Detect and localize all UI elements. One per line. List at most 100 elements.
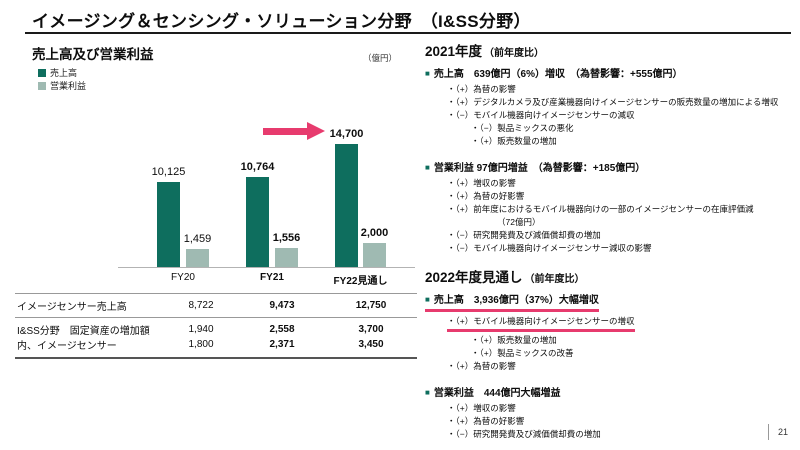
bullet-inner: ・（−）製品ミックスの悪化	[471, 123, 573, 133]
bullet-item: ・（+）為替の影響	[447, 83, 797, 96]
bullet-text: 営業利益 444億円大幅増益	[433, 388, 561, 399]
bar-value-label: 14,700	[329, 128, 364, 140]
bullet-item: ・（+）増収の影響	[447, 177, 797, 190]
bullet-text: ・（+）デジタルカメラ及び産業機器向けイメージセンサーの販売数量の増加による増収	[447, 97, 779, 107]
bullet-item: ・（−）モバイル機器向けイメージセンサー減収の影響	[447, 242, 797, 255]
bar-value-label: 1,556	[272, 232, 301, 244]
bullet-text: ・（−）製品ミックスの悪化	[471, 123, 574, 133]
section-qualifier: （前年度比）	[484, 48, 545, 59]
bar-value-label: 1,459	[183, 233, 212, 245]
square-bullet-icon: ■	[425, 388, 430, 397]
cell-value: 8,722	[188, 300, 214, 311]
bar-value-label: 2,000	[360, 227, 389, 239]
arrow-head	[307, 122, 325, 140]
bullet-item: ■ 営業利益 97億円増益 （為替影響：+185億円）	[425, 161, 797, 176]
legend-item: 営業利益	[38, 79, 86, 92]
bullet-inner: ・（+）増収の影響	[447, 178, 516, 188]
bullet-inner: ■ 営業利益 97億円増益 （為替影響：+185億円）	[425, 163, 645, 174]
bullet-item: ・（+）為替の好影響	[447, 190, 797, 203]
bullet-inner: ・（+）為替の好影響	[447, 416, 524, 426]
row-label: I&SS分野 固定資産の増加額	[17, 326, 150, 337]
bullet-text: ・（+）販売数量の増加	[471, 335, 557, 345]
x-axis-label: FY20	[171, 272, 195, 283]
bullet-text: ・（+）前年度におけるモバイル機器向けの一部のイメージセンサーの在庫評価減	[447, 204, 754, 214]
bullet-inner: ■ 営業利益 444億円大幅増益	[425, 388, 561, 399]
bullet-inner: ・（+）為替の影響	[447, 361, 516, 371]
table-row: 内、イメージセンサー 1,800 2,371 3,450	[15, 337, 417, 359]
bullet-text: ・（+）為替の影響	[447, 361, 516, 371]
bullet-item: ・（−）製品ミックスの悪化	[471, 122, 797, 135]
bullet-inner: ・（+）製品ミックスの改善	[471, 348, 573, 358]
row-label: 内、イメージセンサー	[17, 341, 117, 352]
title-divider	[25, 32, 791, 34]
highlight-arrow-icon	[263, 122, 326, 141]
section-heading: 2022年度見通し （前年度比）	[425, 270, 797, 288]
section-qualifier: （前年度比）	[524, 274, 585, 285]
cell-value: 2,371	[269, 339, 295, 350]
bullet-text: ・（+）増収の影響	[447, 403, 516, 413]
bullet-inner: ・（+）販売数量の増加	[471, 335, 557, 345]
cell-value: 3,450	[358, 339, 384, 350]
bullet-item: ・（+）デジタルカメラ及び産業機器向けイメージセンサーの販売数量の増加による増収	[447, 96, 797, 109]
bullet-item: ・（+）モバイル機器向けイメージセンサーの増収	[447, 315, 797, 334]
bullet-text: ・（+）為替の好影響	[447, 416, 525, 426]
page-number: 21	[767, 424, 788, 440]
legend-item: 売上高	[38, 66, 86, 79]
square-bullet-icon: ■	[425, 163, 430, 172]
legend-label: 営業利益	[50, 81, 87, 91]
bullet-item: ■ 営業利益 444億円大幅増益	[425, 386, 797, 401]
cell-value: 3,700	[358, 324, 384, 335]
legend-swatch-icon	[38, 81, 46, 90]
bullet-item: ・（−）研究開発費及び減価償却費の増加	[447, 229, 797, 242]
section-year: 2021年度	[425, 44, 483, 59]
bullet-item: ・（+）製品ミックスの改善	[471, 347, 797, 360]
bullet-inner: ・（+）為替の好影響	[447, 191, 524, 201]
bullet-text: ・（−）モバイル機器向けイメージセンサー減収の影響	[447, 243, 652, 253]
chart-heading: 売上高及び営業利益	[32, 47, 154, 62]
bullet-item: ・（+）販売数量の増加	[471, 334, 797, 347]
square-bullet-icon: ■	[425, 69, 430, 78]
cell-value: 2,558	[269, 324, 295, 335]
unit-label: （億円）	[362, 53, 397, 63]
bullet-text: ・（+）製品ミックスの改善	[471, 348, 574, 358]
bullet-item: ・（+）為替の好影響	[447, 415, 797, 428]
bullet-item: （72億円）	[497, 216, 797, 229]
arrow-shaft	[263, 128, 308, 135]
bullet-text: ・（+）モバイル機器向けイメージセンサーの増収	[447, 316, 635, 326]
x-axis-label: FY22見通し	[333, 276, 388, 287]
chart-legend: 売上高 営業利益	[38, 66, 86, 92]
table-row: I&SS分野 固定資産の増加額 1,940 2,558 3,700	[15, 318, 417, 337]
bar-sales-FY20	[157, 182, 180, 267]
bullet-inner: ・（+）モバイル機器向けイメージセンサーの増収	[447, 315, 635, 332]
row-label: イメージセンサー売上高	[17, 302, 127, 313]
legend-swatch-icon	[38, 68, 46, 77]
page-title: イメージング＆センシング・ソリューション分野 （I&SS分野）	[32, 12, 531, 31]
bullet-item: ■ 売上高 3,936億円（37%）大幅増収	[425, 293, 797, 314]
bullet-inner: ・（−）モバイル機器向けイメージセンサー減収の影響	[447, 243, 652, 253]
bullet-text: （72億円）	[497, 217, 541, 227]
bar-profit-FY21	[275, 248, 298, 267]
bar-value-label: 10,125	[151, 166, 186, 178]
bullet-text: ・（+）為替の影響	[447, 84, 516, 94]
cell-value: 9,473	[269, 300, 295, 311]
bullet-inner: （72億円）	[497, 217, 540, 227]
bullet-text: ・（−）研究開発費及び減価償却費の増加	[447, 230, 601, 240]
bullet-text: 売上高 639億円（6%）増収 （為替影響：+555億円）	[433, 69, 683, 80]
bar-profit-FY22見通し	[363, 243, 386, 267]
cell-value: 1,800	[188, 339, 214, 350]
bullet-text: 売上高 3,936億円（37%）大幅増収	[433, 295, 599, 306]
bullet-inner: ・（+）販売数量の増加	[471, 136, 557, 146]
bullet-item: ・（+）販売数量の増加	[471, 135, 797, 148]
bullet-inner: ・（+）デジタルカメラ及び産業機器向けイメージセンサーの販売数量の増加による増収	[447, 97, 778, 107]
bullet-text: 営業利益 97億円増益 （為替影響：+185億円）	[433, 163, 646, 174]
section-heading: 2021年度 （前年度比）	[425, 44, 797, 62]
bullet-item: ・（−）研究開発費及び減価償却費の増加	[447, 428, 797, 441]
bullet-text: ・（−）モバイル機器向けイメージセンサーの減収	[447, 110, 635, 120]
bullet-item: ■ 売上高 639億円（6%）増収 （為替影響：+555億円）	[425, 67, 797, 82]
bullet-inner: ・（+）為替の影響	[447, 84, 516, 94]
bar-value-label: 10,764	[240, 161, 275, 173]
bullet-inner: ・（+）前年度におけるモバイル機器向けの一部のイメージセンサーの在庫評価減	[447, 204, 754, 214]
bullet-inner: ・（−）モバイル機器向けイメージセンサーの減収	[447, 110, 635, 120]
legend-label: 売上高	[50, 68, 78, 78]
